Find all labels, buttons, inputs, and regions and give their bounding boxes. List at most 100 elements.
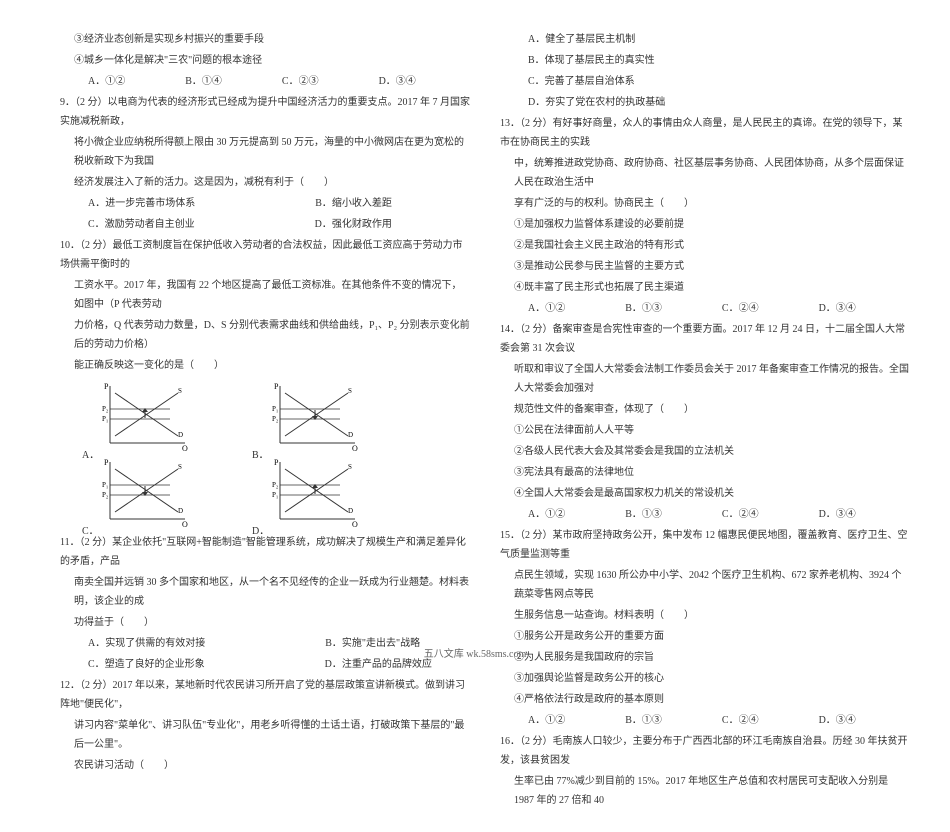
svg-text:S: S (178, 387, 182, 395)
svg-text:P₂: P₂ (102, 405, 109, 413)
svg-text:P₂: P₂ (272, 481, 279, 489)
question-12: 12．（2 分）2017 年以来，某地新时代农民讲习所开启了党的基层政策宣讲新模… (60, 676, 470, 714)
text-line: 将小微企业应纳税所得额上限由 30 万元提高到 50 万元，海量的中小微网店在更… (60, 133, 470, 171)
text-line: 能正确反映这一变化的是（ ） (60, 356, 470, 375)
chart-d-label: D． (252, 522, 269, 541)
text-line: 生服务信息一站查询。材料表明（ ） (500, 606, 910, 625)
option-c: C．激励劳动者自主创业 (88, 215, 195, 234)
option-row: A．①② B．①③ C．②④ D．③④ (500, 299, 910, 318)
svg-text:Q: Q (352, 444, 358, 451)
text-line: 功得益于（ ） (60, 613, 470, 632)
text-line: 力价格，Q 代表劳动力数量，D、S 分别代表需求曲线和供给曲线，P₁、P₂ 分别… (60, 316, 470, 354)
chart-b: P Q S D P₁ P₂ B． (270, 381, 360, 451)
svg-text:P₁: P₁ (272, 405, 278, 413)
text-line: ④城乡一体化是解决"三农"问题的根本途径 (60, 51, 470, 70)
chart-row-1: P Q S D P₂ P₁ A． (60, 381, 470, 451)
svg-text:P: P (104, 382, 109, 391)
option-d: D．③④ (819, 505, 856, 524)
question-9: 9．（2 分）以电商为代表的经济形式已经成为提升中国经济活力的重要支点。2017… (60, 93, 470, 131)
text-line: ①公民在法律面前人人平等 (500, 421, 910, 440)
text-line: ②各级人民代表大会及其常委会是我国的立法机关 (500, 442, 910, 461)
option-c: C．②③ (282, 72, 319, 91)
question-16: 16．（2 分）毛南族人口较少，主要分布于广西西北部的环江毛南族自治县。历经 3… (500, 732, 910, 770)
text-line: 听取和审议了全国人大常委会法制工作委员会关于 2017 年备案审查工作情况的报告… (500, 360, 910, 398)
option-row: A．进一步完善市场体系 B．缩小收入差距 (60, 194, 470, 213)
option-b: B．①③ (625, 505, 662, 524)
option-c: C．完善了基层自治体系 (500, 72, 910, 91)
option-b: B．体现了基层民主的真实性 (500, 51, 910, 70)
svg-text:D: D (178, 431, 183, 439)
svg-text:P₁: P₁ (272, 491, 278, 499)
text-line: ②是我国社会主义民主政治的特有形式 (500, 236, 910, 255)
svg-text:Q: Q (352, 520, 358, 527)
option-row: A．①② B．①③ C．②④ D．③④ (500, 505, 910, 524)
text-line: ④既丰富了民主形式也拓展了民主渠道 (500, 278, 910, 297)
chart-b-label: B． (252, 446, 269, 465)
text-line: ③宪法具有最高的法律地位 (500, 463, 910, 482)
text-line: 南卖全国并远销 30 多个国家和地区，从一个名不见经传的企业一跃成为行业翘楚。材… (60, 573, 470, 611)
svg-text:P: P (274, 458, 279, 467)
svg-text:P₁: P₁ (102, 415, 108, 423)
svg-text:S: S (178, 463, 182, 471)
text-line: ④全国人大常委会是最高国家权力机关的常设机关 (500, 484, 910, 503)
text-line: ①服务公开是政务公开的重要方面 (500, 627, 910, 646)
page-footer: 五八文库 wk.58sms.com (0, 645, 950, 660)
question-13: 13．（2 分）有好事好商量，众人的事情由众人商量，是人民民主的真谛。在党的领导… (500, 114, 910, 152)
svg-text:Q: Q (182, 444, 188, 451)
svg-text:P₁: P₁ (102, 481, 108, 489)
option-row: C．激励劳动者自主创业 D．强化财政作用 (60, 215, 470, 234)
option-d: D．夯实了党在农村的执政基础 (500, 93, 910, 112)
option-a: A．①② (88, 72, 125, 91)
right-column: A．健全了基层民主机制 B．体现了基层民主的真实性 C．完善了基层自治体系 D．… (500, 30, 910, 812)
chart-a-label: A． (82, 446, 99, 465)
chart-d: P Q S D P₂ P₁ D． (270, 457, 360, 527)
chart-d-svg: P Q S D P₂ P₁ (270, 457, 360, 527)
question-10: 10．（2 分）最低工资制度旨在保护低收入劳动者的合法权益，因此最低工资应高于劳… (60, 236, 470, 274)
option-c: C．②④ (722, 299, 759, 318)
left-column: ③经济业态创新是实现乡村振兴的重要手段 ④城乡一体化是解决"三农"问题的根本途径… (60, 30, 470, 812)
option-a: A．①② (528, 299, 565, 318)
question-14: 14．（2 分）备案审查是合宪性审查的一个重要方面。2017 年 12 月 24… (500, 320, 910, 358)
chart-b-svg: P Q S D P₁ P₂ (270, 381, 360, 451)
option-a: A．健全了基层民主机制 (500, 30, 910, 49)
text-line: ③经济业态创新是实现乡村振兴的重要手段 (60, 30, 470, 49)
chart-c-svg: P Q S D P₁ P₂ (100, 457, 190, 527)
text-line: 中，统筹推进政党协商、政府协商、社区基层事务协商、人民团体协商，从多个层面保证人… (500, 154, 910, 192)
text-line: 享有广泛的与的权利。协商民主（ ） (500, 194, 910, 213)
option-a: A．①② (528, 711, 565, 730)
option-c: C．②④ (722, 711, 759, 730)
chart-row-2: P Q S D P₁ P₂ C． (60, 457, 470, 527)
option-row: A．①② B．①③ C．②④ D．③④ (500, 711, 910, 730)
chart-c-label: C． (82, 522, 99, 541)
text-line: 生率已由 77%减少到目前的 15%。2017 年地区生产总值和农村居民可支配收… (500, 772, 910, 810)
chart-a-svg: P Q S D P₂ P₁ (100, 381, 190, 451)
option-d: D．③④ (819, 711, 856, 730)
svg-text:P₂: P₂ (102, 491, 109, 499)
svg-text:P₂: P₂ (272, 415, 279, 423)
chart-c: P Q S D P₁ P₂ C． (100, 457, 190, 527)
text-line: ③是推动公民参与民主监督的主要方式 (500, 257, 910, 276)
text-line: 点民生领域，实现 1630 所公办中小学、2042 个医疗卫生机构、672 家养… (500, 566, 910, 604)
text-line: 经济发展注入了新的活力。这是因为，减税有利于（ ） (60, 173, 470, 192)
option-d: D．强化财政作用 (315, 215, 392, 234)
text-line: 农民讲习活动（ ） (60, 756, 470, 775)
svg-text:P: P (104, 458, 109, 467)
svg-text:S: S (348, 387, 352, 395)
svg-text:S: S (348, 463, 352, 471)
svg-text:D: D (348, 507, 353, 515)
text-line: 规范性文件的备案审查，体现了（ ） (500, 400, 910, 419)
option-a: A．进一步完善市场体系 (88, 194, 195, 213)
svg-text:D: D (348, 431, 353, 439)
svg-text:Q: Q (182, 520, 188, 527)
option-d: D．③④ (379, 72, 416, 91)
option-b: B．①③ (625, 299, 662, 318)
text-line: 工资水平。2017 年，我国有 22 个地区提高了最低工资标准。在其他条件不变的… (60, 276, 470, 314)
option-row: A．①② B．①④ C．②③ D．③④ (60, 72, 470, 91)
option-b: B．①③ (625, 711, 662, 730)
option-c: C．②④ (722, 505, 759, 524)
text-line: ④严格依法行政是政府的基本原则 (500, 690, 910, 709)
svg-text:D: D (178, 507, 183, 515)
option-b: B．①④ (185, 72, 222, 91)
option-a: A．①② (528, 505, 565, 524)
svg-text:P: P (274, 382, 279, 391)
